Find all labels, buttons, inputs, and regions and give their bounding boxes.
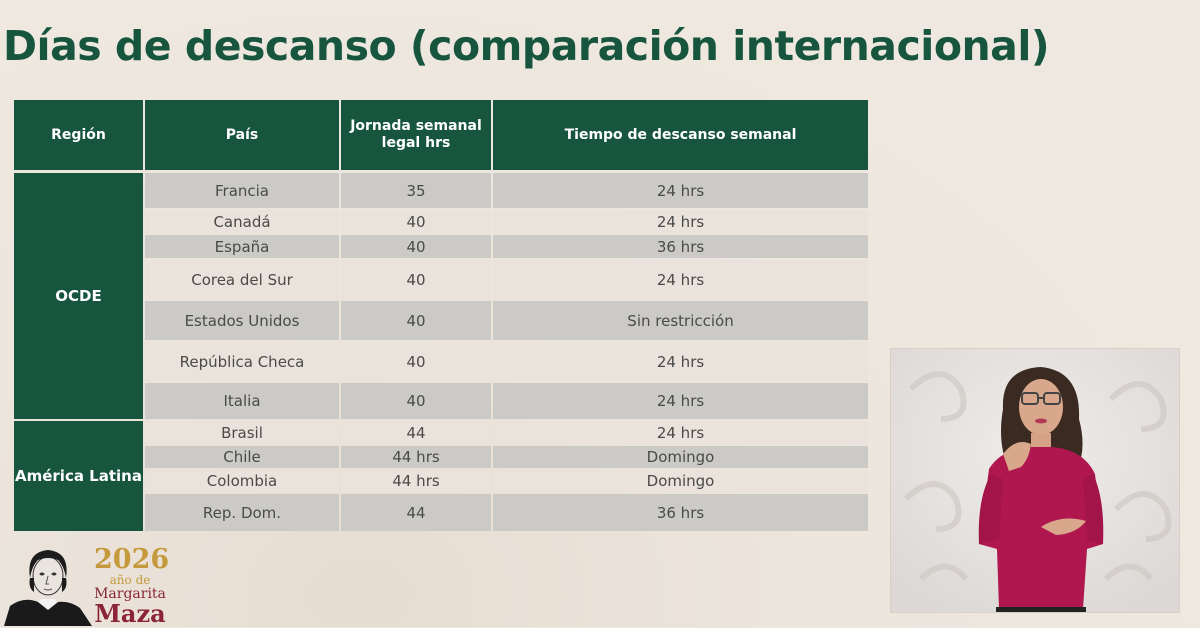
country-cell: Canadá	[145, 210, 339, 234]
margarita-maza-logo: 2026 año de Margarita Maza	[2, 540, 192, 627]
rest-cell: Domingo	[493, 470, 868, 492]
rest-cell: 36 hrs	[493, 494, 868, 531]
rest-cell: 24 hrs	[493, 173, 868, 208]
country-cell: Corea del Sur	[145, 260, 339, 300]
country-cell: Rep. Dom.	[145, 494, 339, 531]
country-cell: Colombia	[145, 470, 339, 492]
country-cell: Italia	[145, 383, 339, 419]
hours-cell: 40	[341, 235, 491, 258]
rest-cell: 24 hrs	[493, 210, 868, 234]
portrait-icon	[4, 550, 92, 626]
rest-cell: Domingo	[493, 446, 868, 468]
rest-cell: 24 hrs	[493, 260, 868, 300]
logo-line4: Maza	[94, 599, 166, 628]
rest-cell: 36 hrs	[493, 235, 868, 258]
hours-cell: 40	[341, 210, 491, 234]
header-country: País	[145, 100, 339, 170]
header-region: Región	[14, 100, 143, 170]
country-cell: Francia	[145, 173, 339, 208]
hours-cell: 44	[341, 494, 491, 531]
hours-cell: 40	[341, 301, 491, 340]
hours-cell: 35	[341, 173, 491, 208]
hours-cell: 40	[341, 383, 491, 419]
header-weekly-rest: Tiempo de descanso semanal	[493, 100, 868, 170]
logo-line2: año de	[109, 573, 151, 587]
rest-cell: 24 hrs	[493, 383, 868, 419]
rest-cell: 24 hrs	[493, 421, 868, 445]
hours-cell: 40	[341, 260, 491, 300]
country-cell: Estados Unidos	[145, 301, 339, 340]
rest-cell: Sin restricción	[493, 301, 868, 340]
country-cell: República Checa	[145, 342, 339, 381]
logo-line3: Margarita	[94, 586, 166, 602]
hours-cell: 44 hrs	[341, 470, 491, 492]
header-weekly-hours: Jornada semanal legal hrs	[341, 100, 491, 170]
region-america-latina: América Latina	[14, 421, 143, 531]
hours-cell: 40	[341, 342, 491, 381]
sign-language-interpreter-video	[890, 348, 1180, 613]
country-cell: Chile	[145, 446, 339, 468]
country-cell: España	[145, 235, 339, 258]
rest-cell: 24 hrs	[493, 342, 868, 381]
hours-cell: 44	[341, 421, 491, 445]
logo-text: 2026 año de Margarita Maza	[94, 544, 170, 628]
interpreter-image	[891, 349, 1179, 612]
page-title: Días de descanso (comparación internacio…	[3, 22, 1050, 70]
country-cell: Brasil	[145, 421, 339, 445]
hours-cell: 44 hrs	[341, 446, 491, 468]
region-ocde: OCDE	[14, 173, 143, 419]
logo-year: 2026	[94, 544, 170, 575]
